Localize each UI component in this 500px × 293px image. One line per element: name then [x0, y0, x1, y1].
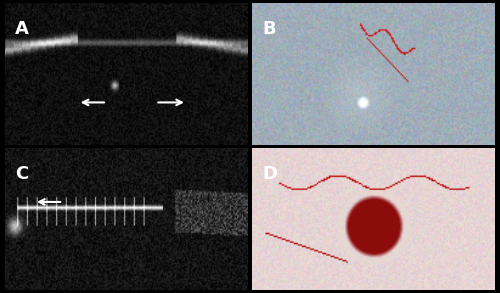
Text: B: B — [262, 20, 276, 38]
Text: D: D — [262, 165, 277, 183]
Text: C: C — [14, 165, 28, 183]
Text: A: A — [14, 20, 28, 38]
